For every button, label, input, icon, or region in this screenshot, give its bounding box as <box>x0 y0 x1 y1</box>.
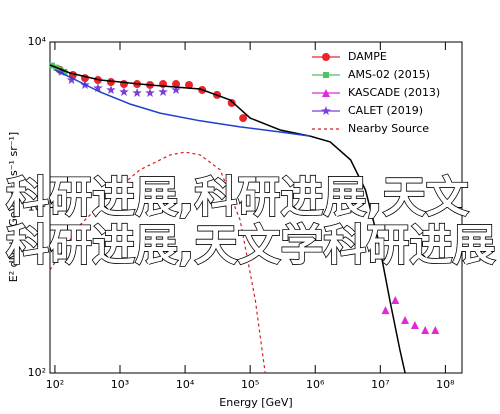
x-tick-label: 10³ <box>111 378 129 391</box>
data-point <box>401 316 410 325</box>
y-tick-label: 10⁴ <box>28 35 47 48</box>
data-point <box>410 320 419 329</box>
y-tick-label: 10² <box>28 366 46 379</box>
overlay-text: 科研进展,天文学科研进展 <box>6 221 495 271</box>
data-point <box>391 296 400 305</box>
data-point <box>56 67 67 76</box>
data-point <box>158 87 168 96</box>
y-tick-label: 10³ <box>28 201 46 214</box>
series-line <box>49 64 406 374</box>
legend-marker <box>322 89 330 97</box>
x-tick-label: 10⁷ <box>371 378 389 391</box>
data-point <box>119 87 129 96</box>
x-tick-label: 10⁴ <box>176 378 195 391</box>
legend-marker <box>321 106 331 115</box>
x-tick-label: 10⁸ <box>436 378 455 391</box>
data-point <box>132 88 142 97</box>
legend-label: KASCADE (2013) <box>348 86 440 99</box>
data-point <box>431 325 440 334</box>
overlay-text: 科研进展,科研进展,天文 <box>6 173 469 223</box>
legend-label: AMS-02 (2015) <box>348 68 430 81</box>
data-point <box>93 83 103 93</box>
data-point <box>145 88 155 97</box>
data-point <box>66 75 77 85</box>
y-axis-label: E² dN/dE [GeV m⁻² s⁻¹ sr⁻¹] <box>7 132 20 282</box>
data-point <box>421 325 430 334</box>
data-point <box>106 85 116 94</box>
x-tick-label: 10⁶ <box>306 378 325 391</box>
legend-marker <box>322 53 330 61</box>
data-point <box>381 306 390 315</box>
x-axis-label: Energy [GeV] <box>219 396 292 409</box>
legend-label: CALET (2019) <box>348 104 423 117</box>
legend-label: Nearby Source <box>348 122 429 135</box>
data-point <box>227 98 236 107</box>
data-point <box>239 114 248 123</box>
x-tick-label: 10² <box>46 378 64 391</box>
x-tick-label: 10⁵ <box>241 378 259 391</box>
legend-label: DAMPE <box>348 50 387 63</box>
data-point <box>172 80 181 89</box>
data-point <box>61 68 68 75</box>
data-point <box>185 80 194 89</box>
data-point <box>171 85 181 94</box>
series-line <box>54 69 311 137</box>
legend-marker <box>323 72 329 78</box>
data-point <box>106 78 115 87</box>
data-point <box>119 80 128 89</box>
